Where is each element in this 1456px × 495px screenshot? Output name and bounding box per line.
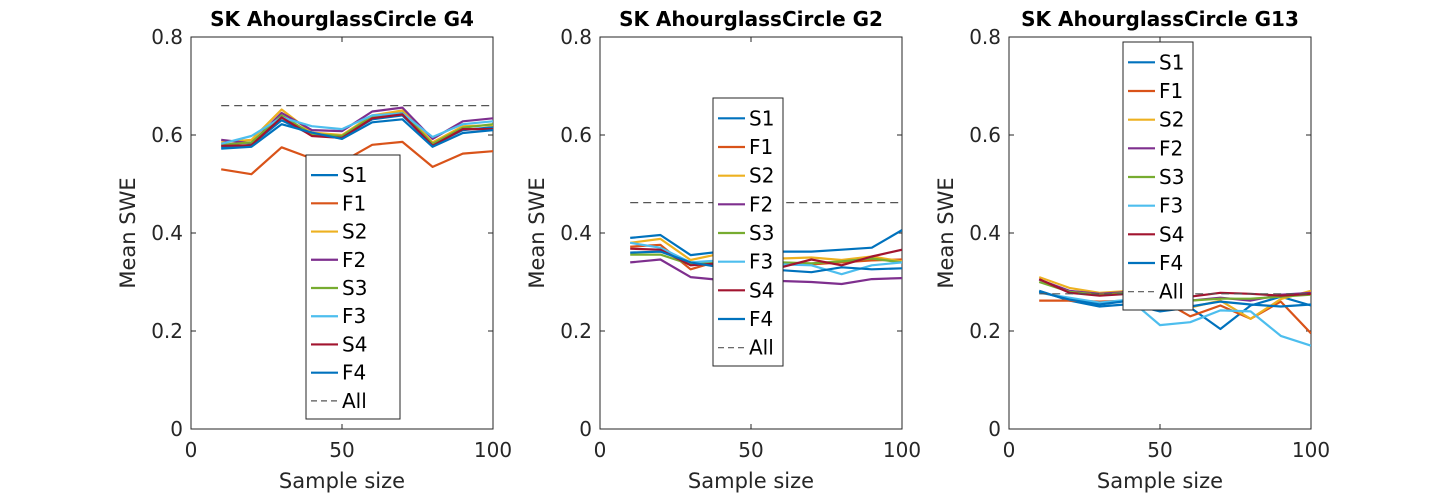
- x-tick-label: 100: [474, 438, 512, 462]
- legend-label-all: All: [342, 389, 367, 413]
- y-tick-label: 0.2: [560, 319, 592, 343]
- y-tick-label: 0.4: [969, 221, 1001, 245]
- series-line-s4: [221, 113, 493, 147]
- legend-label-f3: F3: [749, 250, 773, 274]
- legend-label-f2: F2: [1159, 136, 1183, 160]
- series-line-f3: [220, 112, 493, 145]
- legend-label-f4: F4: [749, 307, 773, 331]
- x-tick-label: 50: [738, 438, 763, 462]
- legend: S1 F1 S2 F2 S3 F3 S4 F4 All: [1122, 41, 1194, 311]
- y-tick-label: 0.4: [560, 221, 592, 245]
- legend-label-f3: F3: [1159, 194, 1183, 218]
- legend-label-all: All: [749, 336, 774, 360]
- legend-label-s2: S2: [749, 164, 774, 188]
- subplot-3: 0 0.2 0.4 0.6 0.8 0 50 100 SK AhourglassCircle G…: [934, 7, 1330, 493]
- y-tick-label: 0.6: [151, 123, 183, 147]
- y-tick-label: 0.8: [151, 25, 183, 49]
- x-axis-label: Sample size: [688, 469, 814, 493]
- legend-label-f2: F2: [342, 248, 366, 272]
- legend-label-s1: S1: [342, 163, 367, 187]
- legend-label-s1: S1: [749, 106, 774, 130]
- x-tick-label: 50: [329, 438, 354, 462]
- y-tick-label: 0.4: [151, 221, 183, 245]
- y-tick-label: 0.6: [560, 123, 592, 147]
- legend-label-s2: S2: [1159, 108, 1184, 132]
- series-line-s3: [221, 111, 493, 146]
- x-tick-label: 100: [1292, 438, 1330, 462]
- legend-label-f3: F3: [342, 304, 366, 328]
- legend-label-all: All: [1159, 280, 1184, 304]
- legend-label-f2: F2: [749, 192, 773, 216]
- series-line-f4: [221, 118, 493, 150]
- subplot-1: 0 0.2 0.4 0.6 0.8 0 50 100 SK AhourglassCircle G…: [116, 7, 512, 493]
- legend-label-s4: S4: [342, 332, 367, 356]
- legend: S1 F1 S2 F2 S3 F3 S4 F4 All: [305, 154, 401, 420]
- legend-label-s4: S4: [749, 278, 774, 302]
- legend-label-f1: F1: [749, 135, 773, 159]
- subplot-2: 0 0.2 0.4 0.6 0.8 0 50 100 SK AhourglassCircle G…: [525, 7, 921, 493]
- x-tick-label: 50: [1147, 438, 1172, 462]
- y-tick-label: 0.6: [969, 123, 1001, 147]
- legend-label-s4: S4: [1159, 222, 1184, 246]
- y-tick-label: 0: [988, 417, 1001, 441]
- legend: S1 F1 S2 F2 S3 F3 S4 F4 All: [712, 97, 784, 367]
- y-axis-label: Mean SWE: [525, 177, 549, 288]
- legend-label-s3: S3: [749, 221, 774, 245]
- series-line-f3: [1039, 291, 1311, 347]
- legend-label-s3: S3: [1159, 165, 1184, 189]
- y-tick-label: 0.8: [560, 25, 592, 49]
- x-axis-label: Sample size: [1097, 469, 1223, 493]
- chart-title: SK AhourglassCircle G13: [1021, 7, 1299, 31]
- y-tick-label: 0.8: [969, 25, 1001, 49]
- x-tick-label: 100: [883, 438, 921, 462]
- legend-label-f4: F4: [342, 361, 366, 385]
- chart-title: SK AhourglassCircle G2: [619, 7, 883, 31]
- subplots: 0 0.2 0.4 0.6 0.8 0 50 100 SK AhourglassCircle G…: [116, 7, 1330, 493]
- series-line-f1: [221, 140, 493, 176]
- y-tick-label: 0.2: [969, 319, 1001, 343]
- legend-label-s1: S1: [1159, 50, 1184, 74]
- legend-label-f4: F4: [1159, 251, 1183, 275]
- y-tick-label: 0.2: [151, 319, 183, 343]
- series-lines: [220, 104, 493, 176]
- legend-label-f1: F1: [342, 191, 366, 215]
- x-tick-label: 0: [185, 438, 198, 462]
- legend-label-s3: S3: [342, 276, 367, 300]
- x-axis-label: Sample size: [279, 469, 405, 493]
- x-tick-label: 0: [1003, 438, 1016, 462]
- legend-label-f1: F1: [1159, 79, 1183, 103]
- y-axis-label: Mean SWE: [934, 177, 958, 288]
- y-tick-label: 0: [579, 417, 592, 441]
- y-axis-label: Mean SWE: [116, 177, 140, 288]
- legend-label-s2: S2: [342, 220, 367, 244]
- x-tick-label: 0: [594, 438, 607, 462]
- chart-title: SK AhourglassCircle G4: [210, 7, 474, 31]
- y-tick-label: 0: [170, 417, 183, 441]
